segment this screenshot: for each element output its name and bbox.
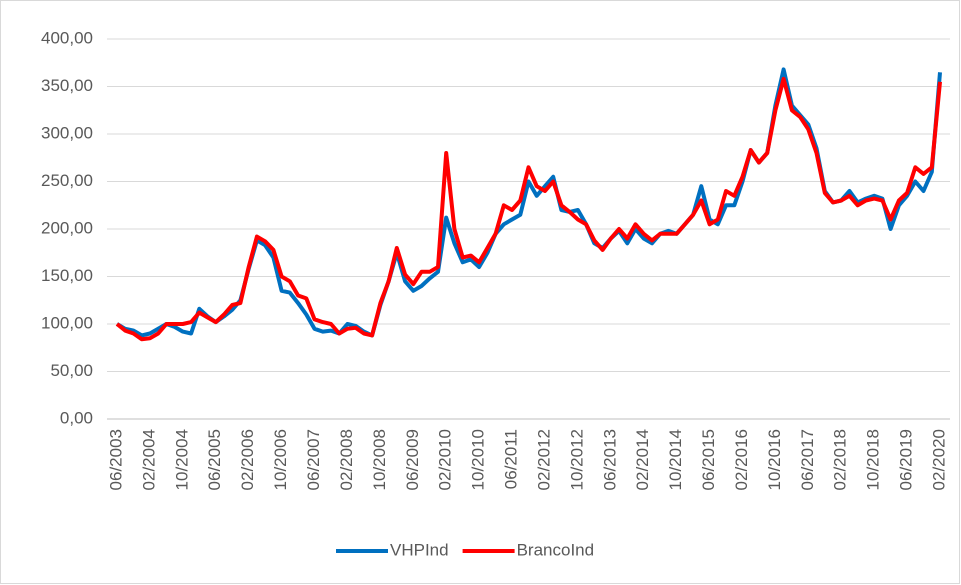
x-tick-label: 10/2010 — [469, 429, 488, 490]
x-tick-label: 02/2008 — [337, 429, 356, 490]
x-tick-label: 10/2014 — [666, 429, 685, 490]
x-tick-label: 10/2008 — [370, 429, 389, 490]
x-tick-label: 02/2014 — [633, 429, 652, 490]
y-tick-label: 50,00 — [50, 361, 93, 380]
x-tick-label: 10/2006 — [271, 429, 290, 490]
y-tick-label: 200,00 — [41, 218, 93, 237]
y-tick-label: 300,00 — [41, 123, 93, 142]
y-tick-label: 100,00 — [41, 313, 93, 332]
x-tick-label: 06/2019 — [897, 429, 916, 490]
x-tick-label: 06/2011 — [502, 429, 521, 489]
legend-label: VHPInd — [390, 540, 449, 559]
y-tick-label: 250,00 — [41, 171, 93, 190]
x-tick-label: 10/2016 — [765, 429, 784, 490]
x-tick-label: 06/2013 — [600, 429, 619, 490]
x-tick-label: 06/2007 — [304, 429, 323, 490]
x-tick-label: 06/2009 — [403, 429, 422, 490]
y-tick-label: 150,00 — [41, 266, 93, 285]
x-tick-label: 02/2018 — [831, 429, 850, 490]
line-series — [115, 76, 942, 342]
y-tick-label: 0,00 — [60, 408, 93, 427]
x-tick-label: 10/2004 — [172, 429, 191, 490]
x-tick-label: 02/2012 — [534, 429, 553, 490]
legend-label: BrancoInd — [517, 540, 595, 559]
y-tick-label: 400,00 — [41, 28, 93, 47]
x-tick-label: 02/2004 — [139, 429, 158, 490]
x-tick-label: 06/2005 — [205, 429, 224, 490]
y-tick-label: 350,00 — [41, 76, 93, 95]
x-tick-label: 10/2012 — [567, 429, 586, 490]
x-tick-label: 02/2006 — [238, 429, 257, 490]
x-tick-label: 06/2017 — [798, 429, 817, 490]
x-tick-label: 06/2003 — [106, 429, 125, 490]
x-tick-label: 02/2020 — [929, 429, 948, 490]
x-tick-label: 02/2016 — [732, 429, 751, 490]
x-tick-label: 06/2015 — [699, 429, 718, 490]
x-tick-label: 10/2018 — [864, 429, 883, 490]
x-tick-label: 02/2010 — [436, 429, 455, 490]
